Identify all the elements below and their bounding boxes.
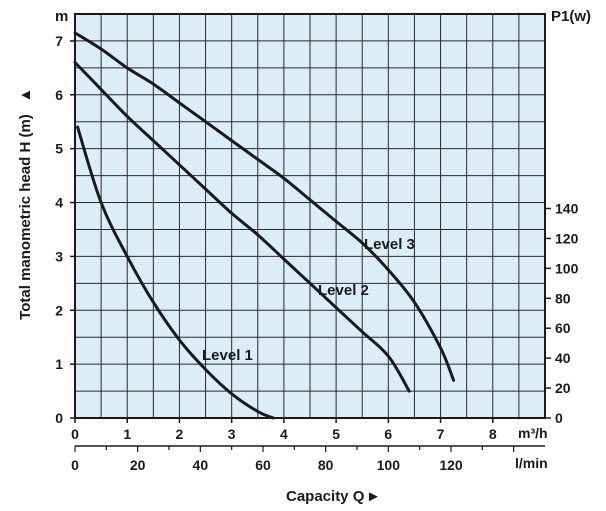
x2-tick-label: 120 xyxy=(439,457,463,473)
y-tick-label: 7 xyxy=(55,33,63,49)
x-tick-label: 4 xyxy=(280,426,288,442)
plot-border xyxy=(74,13,546,419)
y2-tick-label: 40 xyxy=(555,350,571,366)
x-tick-label: 8 xyxy=(489,426,497,442)
y2-tick-label: 100 xyxy=(555,260,579,276)
x-axis-arrow-icon: ► xyxy=(366,488,381,505)
y-axis-title: Total manometric head H (m) ▲ xyxy=(17,88,34,320)
y-tick-label: 4 xyxy=(55,195,63,211)
right-axis-unit: P1(w) xyxy=(551,8,591,25)
y2-tick-label: 60 xyxy=(555,320,571,336)
x-tick-label: 7 xyxy=(437,426,445,442)
x-axis-label: Capacity Q xyxy=(286,488,365,505)
y-tick-label: 0 xyxy=(55,410,63,426)
x2-tick-label: 20 xyxy=(130,457,146,473)
y-tick-label: 2 xyxy=(55,302,63,318)
curve-level-1 xyxy=(76,125,275,420)
x-tick-label: 2 xyxy=(176,426,184,442)
curve-level-2 xyxy=(73,61,411,393)
x2-tick-label: 60 xyxy=(255,457,271,473)
y-tick-label: 1 xyxy=(55,356,63,372)
series-label-level-3: Level 3 xyxy=(364,236,415,253)
pump-curves xyxy=(73,31,456,420)
y-tick-label: 5 xyxy=(55,141,63,157)
y2-tick-label: 140 xyxy=(555,201,579,217)
series-labels: Level 1 Level 2 Level 3 xyxy=(202,236,415,364)
y-axis-unit: m xyxy=(55,8,68,25)
x-axis-unit: m³/h xyxy=(518,425,548,441)
x2-tick-label: 0 xyxy=(71,457,79,473)
y-tick-label: 3 xyxy=(55,248,63,264)
x-tick-label: 3 xyxy=(228,426,236,442)
x-tick-label: 0 xyxy=(71,426,79,442)
series-label-level-2: Level 2 xyxy=(318,282,369,299)
curve-level-3 xyxy=(73,31,456,382)
y2-tick-label: 120 xyxy=(555,230,579,246)
y2-tick-label: 20 xyxy=(555,380,571,396)
x-tick-label: 6 xyxy=(384,426,392,442)
series-label-level-1: Level 1 xyxy=(202,347,253,364)
y-tick-label: 6 xyxy=(55,87,63,103)
x2-tick-label: 100 xyxy=(377,457,401,473)
x-tick-label: 5 xyxy=(332,426,340,442)
x2-tick-label: 40 xyxy=(193,457,209,473)
y-axis-arrow-icon: ▲ xyxy=(17,88,34,103)
y-axis-label: Total manometric head H (m) xyxy=(17,114,34,320)
x2-tick-label: 80 xyxy=(318,457,334,473)
x-tick-label: 1 xyxy=(123,426,131,442)
x2-axis-unit: l/min xyxy=(515,455,548,471)
y2-tick-label: 0 xyxy=(555,410,563,426)
y2-tick-label: 80 xyxy=(555,290,571,306)
